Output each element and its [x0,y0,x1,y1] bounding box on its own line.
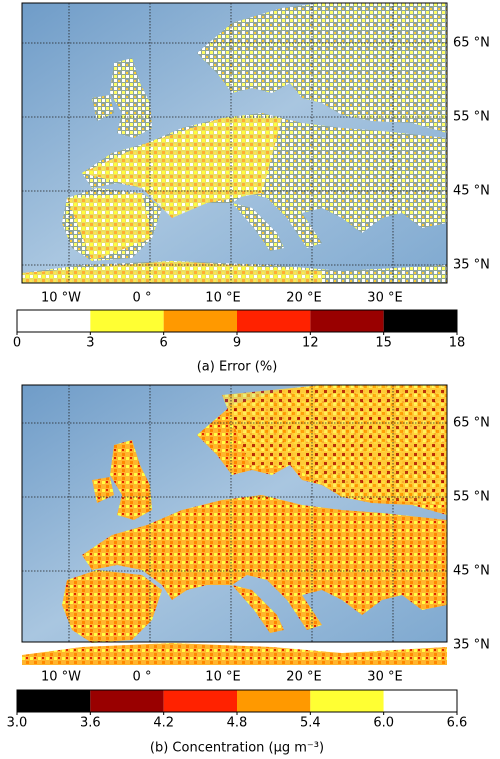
lat-tick-label: 55 °N [453,490,490,505]
colorbar-tick-label: 3.0 [7,716,28,731]
lat-tick-label: 65 °N [453,36,490,51]
colorbar-segment [237,690,311,712]
map-frame [21,384,448,643]
colorbar-segment [17,310,91,332]
colorbar-segment [383,690,457,712]
land [22,3,447,283]
colorbar-segment [163,310,237,332]
caption: (a) Error (%) [197,360,278,375]
lat-tick-label: 35 °N [453,638,490,653]
land [22,385,447,665]
lon-tick-label: 0 ° [133,291,152,306]
colorbar-segment [17,690,91,712]
caption: (b) Concentration (μg m⁻³) [150,741,324,756]
colorbar-tick-label: 4.8 [227,716,248,731]
lon-tick-label: 10 °W [41,670,81,685]
colorbar-tick-label: 6.0 [373,716,394,731]
lon-tick-label: 30 °E [367,291,402,306]
colorbar-tick-label: 6 [160,336,168,351]
colorbar-segment [237,310,311,332]
colorbar-segment [90,690,164,712]
colorbar-tick-label: 9 [233,336,241,351]
lon-tick-label: 10 °E [205,291,240,306]
map-panel [21,2,448,284]
lon-tick-label: 20 °E [286,670,321,685]
lon-tick-label: 10 °E [205,670,240,685]
colorbar-tick-label: 3.6 [80,716,101,731]
colorbar-tick-label: 12 [302,336,319,351]
colorbar-segment [310,310,384,332]
colorbar-segment [310,690,384,712]
lon-tick-label: 30 °E [367,670,402,685]
colorbar-segment [383,310,457,332]
colorbar-segment [90,310,164,332]
colorbar-tick-label: 0 [13,336,21,351]
lat-tick-label: 45 °N [453,184,490,199]
colorbar-tick-label: 3 [86,336,94,351]
colorbar-tick-label: 15 [375,336,392,351]
map-panel [21,384,448,665]
lon-tick-label: 0 ° [133,670,152,685]
colorbar-tick-label: 5.4 [300,716,321,731]
colorbar-segment [163,690,237,712]
map-frame [21,2,448,284]
lat-tick-label: 55 °N [453,110,490,125]
colorbar-tick-label: 6.6 [447,716,468,731]
lat-tick-label: 65 °N [453,416,490,431]
lon-tick-label: 10 °W [41,291,81,306]
lat-tick-label: 45 °N [453,564,490,579]
lon-tick-label: 20 °E [286,291,321,306]
colorbar-tick-label: 18 [449,336,466,351]
colorbar-tick-label: 4.2 [153,716,174,731]
lat-tick-label: 35 °N [453,258,490,273]
